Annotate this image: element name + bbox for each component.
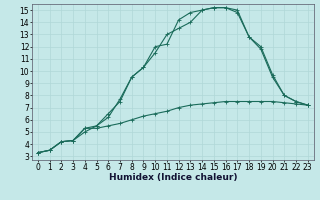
X-axis label: Humidex (Indice chaleur): Humidex (Indice chaleur) (108, 173, 237, 182)
